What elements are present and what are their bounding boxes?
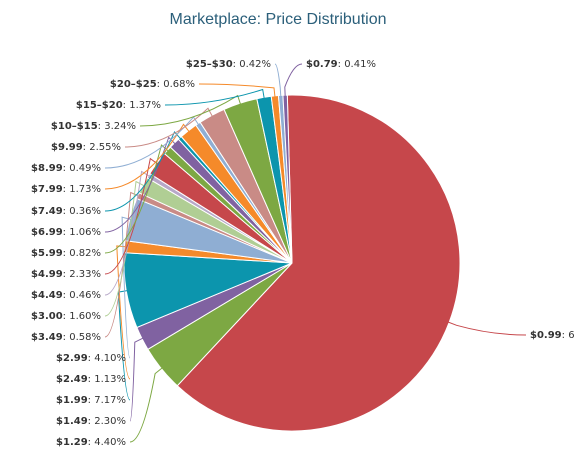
label-connector-20-25 (198, 83, 276, 100)
label-connector-1-49 (129, 336, 146, 422)
slice-label-9-99: $9.99: 2.55% (51, 142, 121, 153)
chart-title: Marketplace: Price Distribution (170, 11, 387, 28)
slice-label-5-99: $5.99: 0.82% (31, 248, 101, 259)
slice-label-1-29: $1.29: 4.40% (56, 437, 126, 448)
slice-label-4-49: $4.49: 0.46% (31, 290, 101, 301)
slice-label-3-00: $3.00: 1.60% (31, 311, 101, 322)
label-connector-15-20 (164, 88, 266, 106)
label-connector-8-99 (104, 116, 201, 169)
slice-label-6-99: $6.99: 1.06% (31, 227, 101, 238)
slice-label-7-49: $7.49: 0.36% (31, 206, 101, 217)
label-connector-1-99 (117, 289, 131, 401)
label-connector-3-00 (104, 180, 147, 317)
slice-label-4-99: $4.99: 2.33% (31, 269, 101, 280)
slice-label-3-49: $3.49: 0.58% (31, 332, 101, 343)
label-connector-4-99 (104, 157, 161, 275)
slice-label-8-99: $8.99: 0.49% (31, 163, 101, 174)
pie-slices (123, 94, 461, 432)
label-connector-1-29 (129, 365, 165, 443)
label-connector-7-49 (104, 130, 183, 212)
label-connector-7-99 (104, 123, 192, 190)
slice-label-15-20: $15–$20: 1.37% (76, 100, 161, 111)
slice-label-2-99: $2.99: 4.10% (56, 353, 126, 364)
slice-label-1-49: $1.49: 2.30% (56, 416, 126, 427)
label-connectors (104, 63, 527, 443)
slice-labels: $0.99: 61.75% $1.29: 4.40% $1.49: 2.30% $1.… (31, 59, 574, 448)
slice-label-25-30: $25–$30: 0.42% (186, 59, 271, 70)
slice-label-0-79: $0.79: 0.41% (306, 59, 376, 70)
slice-label-0-99: $0.99: 61.75% (530, 330, 574, 341)
slice-label-1-99: $1.99: 7.17% (56, 395, 126, 406)
label-connector-0-79 (284, 63, 303, 100)
label-connector-9-99 (124, 107, 215, 148)
label-connector-2-99 (121, 216, 134, 359)
label-connector-4-49 (104, 170, 153, 296)
slice-label-7-99: $7.99: 1.73% (31, 184, 101, 195)
label-connector-0-99 (445, 320, 527, 336)
label-connector-5-99 (104, 144, 171, 254)
slice-label-20-25: $20–$25: 0.68% (110, 79, 195, 90)
label-connector-25-30 (274, 63, 282, 100)
slice-label-2-49: $2.49: 1.13% (56, 374, 126, 385)
label-connector-6-99 (104, 136, 178, 233)
label-connector-3-49 (104, 191, 142, 338)
slice-label-10-15: $10–$15: 3.24% (51, 121, 136, 132)
label-connector-2-49 (116, 245, 131, 380)
